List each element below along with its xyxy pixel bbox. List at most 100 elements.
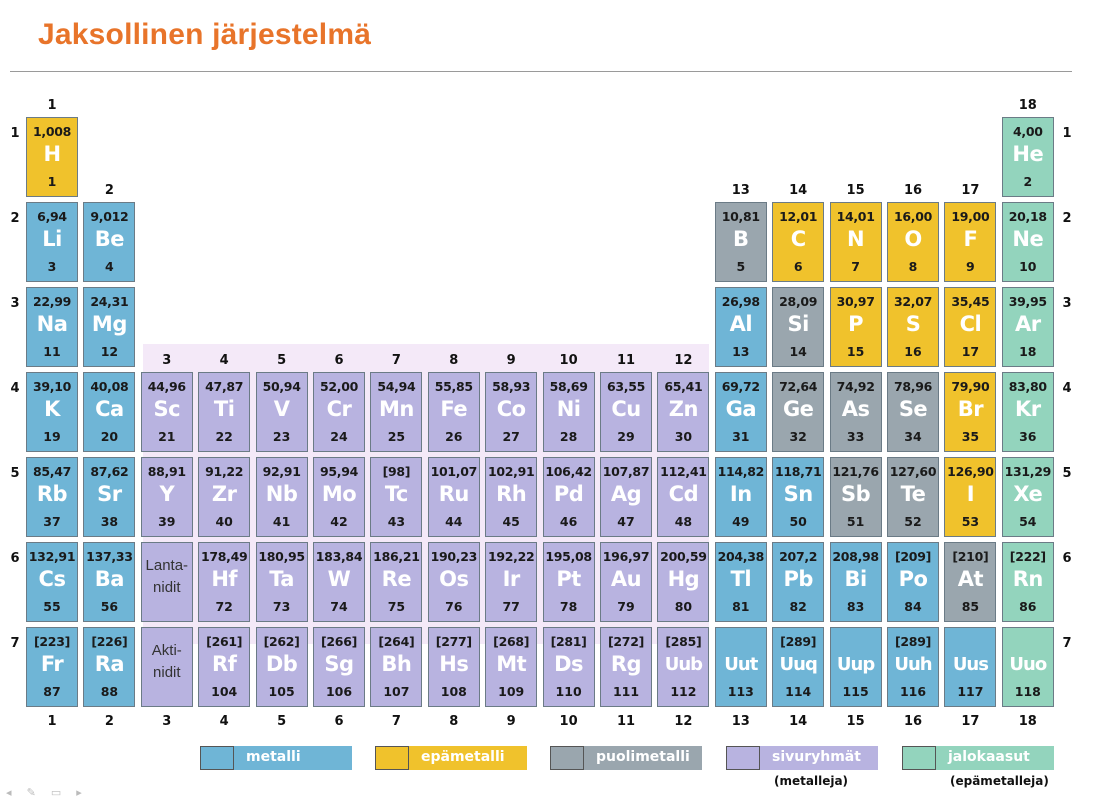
element-tile-sc[interactable]: 44,96 Sc 21: [140, 372, 193, 452]
element-tile-au[interactable]: 196,97 Au 79: [600, 542, 652, 622]
element-tile-v[interactable]: 50,94 V 23: [255, 372, 308, 452]
element-tile-al[interactable]: 26,98 Al 13: [714, 287, 767, 367]
element-tile-kr[interactable]: 83,80 Kr 36: [1001, 372, 1054, 452]
element-tile-at[interactable]: [210] At 85: [944, 542, 997, 622]
element-tile-ge[interactable]: 72,64 Ge 32: [772, 372, 825, 452]
element-tile-mg[interactable]: 24,31 Mg 12: [83, 287, 136, 367]
element-tile-n[interactable]: 14,01 N 7: [829, 202, 882, 282]
element-tile-as[interactable]: 74,92 As 33: [829, 372, 882, 452]
element-symbol: V: [273, 397, 290, 421]
element-tile-uuh[interactable]: [289] Uuh 116: [887, 627, 939, 707]
element-tile-db[interactable]: [262] Db 105: [255, 627, 308, 707]
element-tile-pd[interactable]: 106,42 Pd 46: [542, 457, 595, 537]
element-tile-cs[interactable]: 132,91 Cs 55: [26, 542, 78, 622]
element-tile-bh[interactable]: [264] Bh 107: [370, 627, 423, 707]
element-tile-k[interactable]: 39,10 K 19: [26, 372, 78, 452]
element-tile-o[interactable]: 16,00 O 8: [887, 202, 939, 282]
element-tile-ag[interactable]: 107,87 Ag 47: [600, 457, 652, 537]
element-tile-nb[interactable]: 92,91 Nb 41: [255, 457, 308, 537]
element-tile-in[interactable]: 114,82 In 49: [714, 457, 767, 537]
element-tile-co[interactable]: 58,93 Co 27: [485, 372, 538, 452]
element-tile-ta[interactable]: 180,95 Ta 73: [255, 542, 308, 622]
element-tile-s[interactable]: 32,07 S 16: [887, 287, 939, 367]
element-tile-h[interactable]: 1,008 H 1: [26, 117, 78, 197]
element-tile-se[interactable]: 78,96 Se 34: [887, 372, 939, 452]
atomic-mass: 63,55: [606, 379, 646, 394]
element-tile-ru[interactable]: 101,07 Ru 44: [427, 457, 480, 537]
group-label-bottom-17: 17: [961, 714, 980, 729]
element-tile-br[interactable]: 79,90 Br 35: [944, 372, 997, 452]
element-tile-os[interactable]: 190,23 Os 76: [427, 542, 480, 622]
element-tile-sb[interactable]: 121,76 Sb 51: [829, 457, 882, 537]
element-tile-ar[interactable]: 39,95 Ar 18: [1001, 287, 1054, 367]
element-tile-sg[interactable]: [266] Sg 106: [313, 627, 365, 707]
element-tile-ca[interactable]: 40,08 Ca 20: [83, 372, 136, 452]
element-tile-te[interactable]: 127,60 Te 52: [887, 457, 939, 537]
element-tile-bi[interactable]: 208,98 Bi 83: [829, 542, 882, 622]
element-tile-uut[interactable]: Uut 113: [714, 627, 767, 707]
element-tile-cu[interactable]: 63,55 Cu 29: [600, 372, 652, 452]
element-tile-ne[interactable]: 20,18 Ne 10: [1001, 202, 1054, 282]
element-tile-he[interactable]: 4,00 He 2: [1001, 117, 1054, 197]
element-tile-rn[interactable]: [222] Rn 86: [1001, 542, 1054, 622]
element-tile-ba[interactable]: 137,33 Ba 56: [83, 542, 136, 622]
element-tile-ra[interactable]: [226] Ra 88: [83, 627, 136, 707]
element-tile-rh[interactable]: 102,91 Rh 45: [485, 457, 538, 537]
element-symbol: Tl: [730, 567, 752, 591]
element-tile-re[interactable]: 186,21 Re 75: [370, 542, 423, 622]
element-tile-uuo[interactable]: Uuo 118: [1001, 627, 1054, 707]
element-tile-be[interactable]: 9,012 Be 4: [83, 202, 136, 282]
element-tile-y[interactable]: 88,91 Y 39: [140, 457, 193, 537]
element-tile-uup[interactable]: Uup 115: [829, 627, 882, 707]
atomic-number: 56: [100, 599, 119, 614]
element-tile-hf[interactable]: 178,49 Hf 72: [198, 542, 251, 622]
atomic-number: 16: [904, 344, 922, 359]
element-tile-ir[interactable]: 192,22 Ir 77: [485, 542, 538, 622]
element-tile-sn[interactable]: 118,71 Sn 50: [772, 457, 825, 537]
slide-nav-icons[interactable]: ◂ ✎ ▭ ▸: [6, 787, 88, 799]
element-tile-b[interactable]: 10,81 B 5: [714, 202, 767, 282]
element-tile-uuq[interactable]: [289] Uuq 114: [772, 627, 825, 707]
element-tile-cd[interactable]: 112,41 Cd 48: [657, 457, 710, 537]
element-tile-rg[interactable]: [272] Rg 111: [600, 627, 652, 707]
element-tile-ga[interactable]: 69,72 Ga 31: [714, 372, 767, 452]
element-tile-sr[interactable]: 87,62 Sr 38: [83, 457, 136, 537]
element-tile-fr[interactable]: [223] Fr 87: [26, 627, 78, 707]
element-tile-mn[interactable]: 54,94 Mn 25: [370, 372, 423, 452]
element-tile-w[interactable]: 183,84 W 74: [313, 542, 365, 622]
element-tile-fe[interactable]: 55,85 Fe 26: [427, 372, 480, 452]
element-tile-c[interactable]: 12,01 C 6: [772, 202, 825, 282]
atomic-mass: [261]: [206, 634, 243, 649]
element-tile-zr[interactable]: 91,22 Zr 40: [198, 457, 251, 537]
element-tile-mo[interactable]: 95,94 Mo 42: [313, 457, 365, 537]
element-tile-uub[interactable]: [285] Uub 112: [657, 627, 710, 707]
element-tile-rb[interactable]: 85,47 Rb 37: [26, 457, 78, 537]
element-tile-hs[interactable]: [277] Hs 108: [427, 627, 480, 707]
atomic-mass: 137,33: [86, 549, 133, 564]
element-tile-rf[interactable]: [261] Rf 104: [198, 627, 251, 707]
element-tile-f[interactable]: 19,00 F 9: [944, 202, 997, 282]
element-tile-si[interactable]: 28,09 Si 14: [772, 287, 825, 367]
element-tile-hg[interactable]: 200,59 Hg 80: [657, 542, 710, 622]
element-tile-pb[interactable]: 207,2 Pb 82: [772, 542, 825, 622]
element-tile-na[interactable]: 22,99 Na 11: [26, 287, 78, 367]
element-tile-ds[interactable]: [281] Ds 110: [542, 627, 595, 707]
element-tile-xe[interactable]: 131,29 Xe 54: [1001, 457, 1054, 537]
actinides-placeholder[interactable]: Akti-nidit: [140, 627, 193, 707]
element-tile-po[interactable]: [209] Po 84: [887, 542, 939, 622]
lanthanides-placeholder[interactable]: Lanta-nidit: [140, 542, 193, 622]
element-tile-uus[interactable]: Uus 117: [944, 627, 997, 707]
element-tile-i[interactable]: 126,90 I 53: [944, 457, 997, 537]
element-tile-li[interactable]: 6,94 Li 3: [26, 202, 78, 282]
element-tile-cr[interactable]: 52,00 Cr 24: [313, 372, 365, 452]
element-tile-cl[interactable]: 35,45 Cl 17: [944, 287, 997, 367]
element-tile-tc[interactable]: [98] Tc 43: [370, 457, 423, 537]
element-tile-tl[interactable]: 204,38 Tl 81: [714, 542, 767, 622]
atomic-mass: 47,87: [205, 379, 244, 394]
element-tile-zn[interactable]: 65,41 Zn 30: [657, 372, 710, 452]
element-tile-p[interactable]: 30,97 P 15: [829, 287, 882, 367]
element-tile-mt[interactable]: [268] Mt 109: [485, 627, 538, 707]
element-tile-pt[interactable]: 195,08 Pt 78: [542, 542, 595, 622]
element-tile-ni[interactable]: 58,69 Ni 28: [542, 372, 595, 452]
element-tile-ti[interactable]: 47,87 Ti 22: [198, 372, 251, 452]
